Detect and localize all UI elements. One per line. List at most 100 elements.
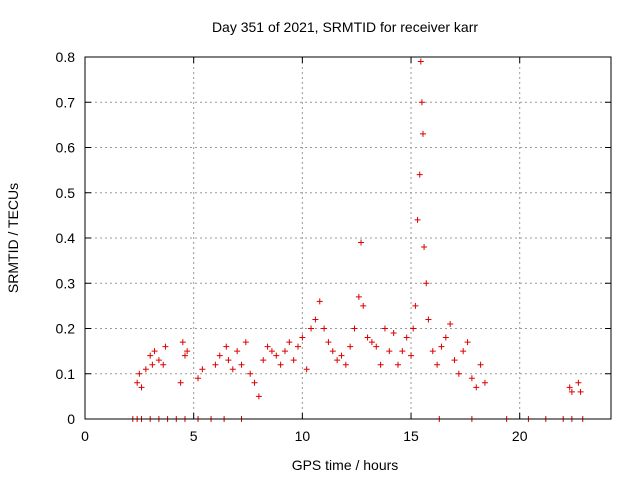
data-point [342, 361, 349, 368]
data-point [216, 352, 223, 359]
data-point [234, 348, 241, 355]
data-point [351, 325, 358, 332]
data-point [286, 339, 293, 346]
data-point [160, 361, 167, 368]
data-point [434, 361, 441, 368]
data-point [410, 325, 417, 332]
data-point [577, 388, 584, 395]
data-point [138, 384, 145, 391]
data-point [338, 352, 345, 359]
data-point [142, 366, 149, 373]
data-point [355, 293, 362, 300]
data-point [321, 325, 328, 332]
data-point [566, 384, 573, 391]
data-point [421, 244, 428, 251]
grid-lines [85, 57, 611, 419]
data-point [184, 348, 191, 355]
data-point [299, 334, 306, 341]
data-point [334, 357, 341, 364]
data-point [373, 343, 380, 350]
data-points [129, 58, 586, 422]
data-point [281, 348, 288, 355]
y-tick-label: 0.6 [56, 140, 76, 156]
data-point [360, 302, 367, 309]
data-point [364, 334, 371, 341]
data-point [273, 352, 280, 359]
data-point [425, 316, 432, 323]
data-point [268, 348, 275, 355]
y-tick-label: 0.1 [56, 366, 76, 382]
data-point [303, 366, 310, 373]
x-tick-label: 10 [295, 428, 311, 444]
data-point [447, 320, 454, 327]
x-tick-label: 20 [512, 428, 528, 444]
x-tick-label: 5 [190, 428, 198, 444]
data-point [481, 379, 488, 386]
data-point [149, 361, 156, 368]
data-point [419, 130, 426, 137]
data-point [416, 171, 423, 178]
data-point [295, 343, 302, 350]
data-point [316, 298, 323, 305]
data-point [312, 316, 319, 323]
y-tick-label: 0.4 [56, 230, 76, 246]
data-point [199, 366, 206, 373]
data-point [290, 357, 297, 364]
data-point [136, 370, 143, 377]
data-point [412, 302, 419, 309]
data-point [179, 339, 186, 346]
y-tick-label: 0.5 [56, 185, 76, 201]
data-point [568, 388, 575, 395]
data-point [264, 343, 271, 350]
data-point [390, 330, 397, 337]
data-point [381, 325, 388, 332]
data-point [147, 352, 154, 359]
axis-ticks: 0 0.1 0.2 0.3 0.4 0.5 0.6 0.7 0.8 0 5 10 15 20 [56, 49, 611, 444]
data-point [223, 343, 230, 350]
data-point [473, 384, 480, 391]
y-tick-label: 0.7 [56, 94, 76, 110]
data-point [225, 357, 232, 364]
y-tick-label: 0.3 [56, 275, 76, 291]
data-point [260, 357, 267, 364]
data-point [212, 361, 219, 368]
data-point [418, 99, 425, 106]
data-point [251, 379, 258, 386]
data-point [477, 361, 484, 368]
data-point [255, 393, 262, 400]
y-tick-label: 0.8 [56, 49, 76, 65]
data-point [177, 379, 184, 386]
data-point [464, 339, 471, 346]
data-point [242, 339, 249, 346]
y-tick-label: 0.2 [56, 321, 76, 337]
data-point [329, 348, 336, 355]
data-point [134, 379, 141, 386]
data-point [423, 280, 430, 287]
data-point [308, 325, 315, 332]
data-point [151, 348, 158, 355]
data-point [417, 58, 424, 65]
x-tick-label: 15 [403, 428, 419, 444]
data-point [429, 348, 436, 355]
data-point [277, 361, 284, 368]
x-tick-label: 0 [81, 428, 89, 444]
data-point [181, 352, 188, 359]
data-point [455, 370, 462, 377]
data-point [325, 339, 332, 346]
data-point [162, 343, 169, 350]
data-point [347, 343, 354, 350]
data-point [408, 352, 415, 359]
data-point [414, 216, 421, 223]
data-point [195, 375, 202, 382]
data-point [386, 348, 393, 355]
data-point [403, 334, 410, 341]
data-point [358, 239, 365, 246]
data-point [247, 370, 254, 377]
data-point [460, 348, 467, 355]
chart-title: Day 351 of 2021, SRMTID for receiver kar… [212, 19, 478, 35]
data-point [438, 343, 445, 350]
data-point [229, 366, 236, 373]
x-axis-title: GPS time / hours [292, 457, 399, 473]
data-point [155, 357, 162, 364]
